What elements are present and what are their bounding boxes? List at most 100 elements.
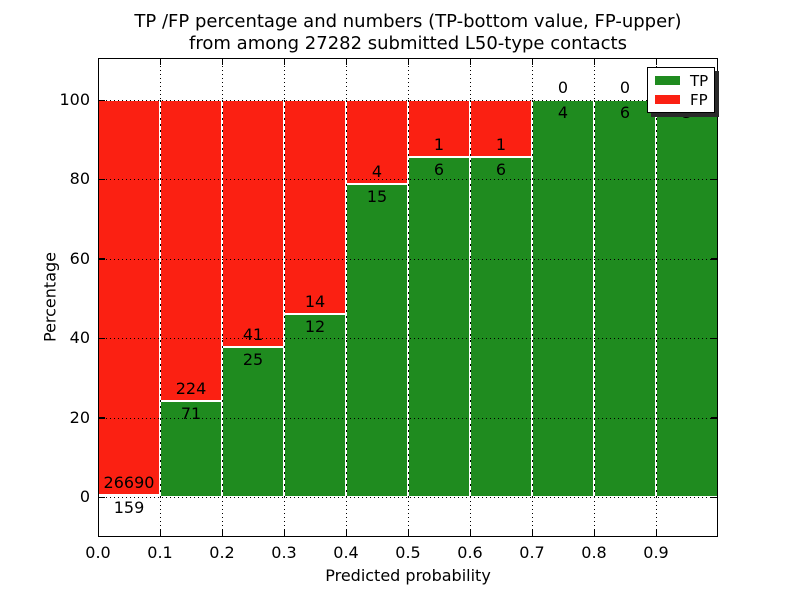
bar-label-fp: 0 (619, 78, 631, 97)
bar-label-fp: 14 (304, 291, 326, 311)
bar-label-tp: 4 (557, 103, 569, 122)
gridline-vertical (594, 58, 595, 100)
gridline-vertical (160, 58, 161, 100)
bar-label-fp: 224 (175, 379, 207, 399)
bar-label-tp: 6 (433, 159, 445, 179)
x-tick-mark (531, 530, 534, 537)
x-tick-mark (97, 58, 100, 65)
x-tick-mark (469, 530, 472, 537)
x-tick-label: 0.0 (85, 543, 111, 562)
gridline-vertical (408, 100, 409, 497)
bar-label-tp: 6 (495, 159, 507, 179)
x-tick-mark (221, 58, 224, 65)
gridline-horizontal (98, 258, 718, 260)
bar-segment-tp (408, 156, 470, 497)
bar-segment-fp (222, 100, 284, 347)
x-tick-mark (159, 530, 162, 537)
y-tick-mark (98, 417, 105, 419)
y-tick-mark (711, 417, 718, 419)
x-tick-label: 0.9 (643, 543, 669, 562)
bar-segment-tp (346, 183, 408, 497)
gridline-vertical (160, 100, 161, 497)
bar-label-tp: 71 (180, 404, 202, 424)
gridline-vertical (222, 100, 223, 497)
gridline-vertical (222, 497, 223, 537)
x-tick-mark (469, 58, 472, 65)
bar-segment-fp (98, 100, 160, 495)
gridline-vertical (656, 100, 657, 497)
x-tick-mark (159, 58, 162, 65)
y-tick-mark (711, 496, 718, 499)
bar-label-tp: 6 (619, 103, 631, 122)
gridline-horizontal (98, 417, 718, 419)
x-tick-label: 0.2 (209, 543, 235, 562)
x-axis-label: Predicted probability (325, 566, 491, 585)
legend-label: FP (690, 90, 708, 109)
bar-segment-tp (470, 156, 532, 497)
gridline-vertical (346, 100, 347, 497)
bar-label-fp: 41 (242, 324, 264, 344)
gridline-vertical (594, 497, 595, 537)
gridline-horizontal (98, 179, 718, 181)
y-tick-label: 100 (59, 90, 90, 109)
bar-label-fp: 1 (433, 134, 445, 154)
gridline-vertical (346, 497, 347, 537)
x-tick-mark (531, 58, 534, 65)
gridline-vertical (532, 497, 533, 537)
y-tick-mark (98, 258, 105, 260)
chart-title-line1: TP /FP percentage and numbers (TP-bottom… (134, 11, 682, 32)
x-tick-mark (221, 530, 224, 537)
x-tick-mark (655, 530, 658, 537)
y-tick-mark (98, 178, 105, 181)
bar-label-tp: 15 (366, 186, 388, 206)
x-tick-mark (345, 58, 348, 65)
x-tick-mark (593, 58, 596, 65)
bar-segment-tp (532, 100, 594, 497)
y-axis-label: Percentage (40, 251, 60, 343)
gridline-vertical (408, 497, 409, 537)
legend-swatch-fp (655, 95, 680, 104)
gridline-vertical (532, 100, 533, 497)
x-tick-mark (407, 58, 410, 65)
y-tick-mark (711, 258, 718, 260)
gridline-vertical (656, 497, 657, 537)
y-tick-mark (98, 337, 105, 340)
y-tick-label: 80 (69, 169, 90, 189)
bar-segment-fp (160, 100, 222, 402)
x-tick-label: 0.1 (147, 543, 173, 562)
x-tick-mark (345, 530, 348, 537)
gridline-vertical (408, 58, 409, 100)
gridline-vertical (284, 100, 285, 497)
bar-label-tp: 12 (304, 316, 326, 336)
gridline-vertical (532, 58, 533, 100)
legend-label: TP (690, 71, 709, 90)
gridline-vertical (284, 497, 285, 537)
legend-swatch-tp (655, 76, 680, 85)
y-tick-mark (711, 178, 718, 181)
x-tick-label: 0.8 (581, 543, 607, 562)
x-tick-label: 0.3 (271, 543, 297, 562)
gridline-vertical (284, 58, 285, 100)
bar-segment-fp (470, 100, 532, 157)
x-tick-mark (655, 58, 658, 65)
bar-segment-tp (656, 100, 718, 497)
bar-label-tp: 159 (113, 497, 145, 517)
x-tick-label: 0.6 (457, 543, 483, 562)
bar-segment-tp (594, 100, 656, 497)
legend-entry: FP (655, 90, 708, 109)
gridline-horizontal (98, 497, 718, 498)
x-tick-label: 0.5 (395, 543, 421, 562)
bar-segment-tp (222, 346, 284, 497)
gridline-horizontal (98, 100, 718, 101)
x-tick-mark (283, 530, 286, 537)
y-tick-label: 40 (69, 328, 90, 348)
x-tick-mark (407, 530, 410, 537)
y-tick-label: 60 (69, 248, 90, 268)
x-tick-mark (283, 58, 286, 65)
gridline-horizontal (98, 338, 718, 340)
gridline-vertical (346, 58, 347, 100)
y-tick-mark (711, 337, 718, 340)
bar-segment-fp (284, 100, 346, 314)
chart-title-line2: from among 27282 submitted L50-type cont… (189, 33, 627, 54)
